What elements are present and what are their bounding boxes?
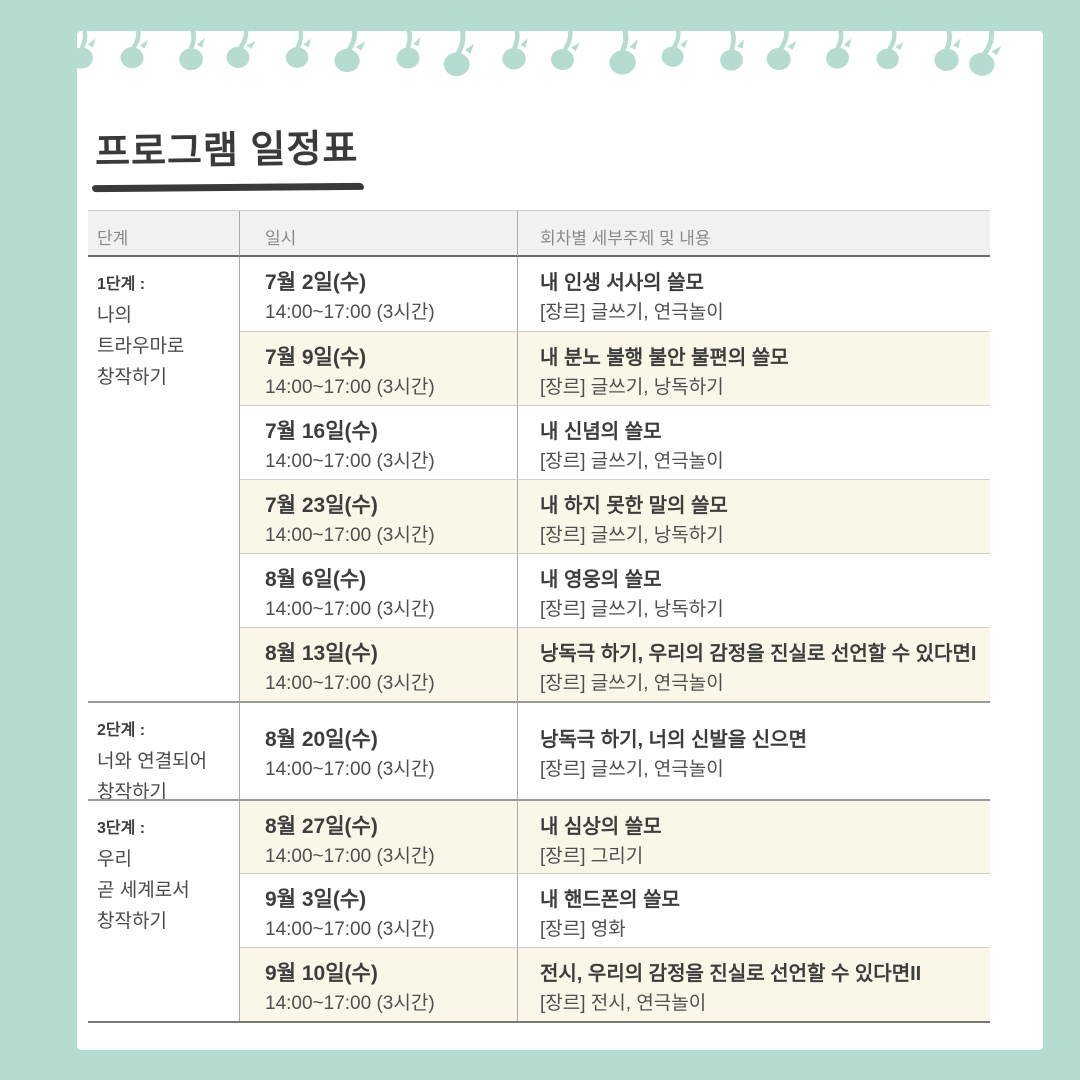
session-topic: 내 인생 서사의 쓸모 [540, 272, 704, 294]
session-time: 14:00~17:00 (3시간) [265, 993, 435, 1014]
session-date: 7월 9일(수) [265, 346, 367, 369]
session-date: 8월 27일(수) [265, 815, 378, 838]
session-topic: 내 핸드폰의 쓸모 [540, 889, 680, 911]
stage-line: 곧 세계로서 [97, 880, 190, 901]
session-topic: 내 하지 못한 말의 쓸모 [540, 495, 728, 517]
header-topic: 회차별 세부주제 및 내용 [518, 211, 990, 257]
session-time: 14:00~17:00 (3시간) [265, 846, 435, 867]
session-topic-cell: 내 영웅의 쓸모 [장르] 글쓰기, 낭독하기 [518, 553, 990, 627]
session-topic-cell: 내 인생 서사의 쓸모 [장르] 글쓰기, 연극놀이 [518, 257, 990, 331]
title-underline [91, 182, 365, 193]
stage-line: 나의 [97, 305, 132, 326]
hanging-cherries-decoration [0, 0, 1080, 109]
session-time: 14:00~17:00 (3시간) [265, 919, 435, 940]
header-datetime: 일시 [240, 211, 518, 257]
session-topic: 내 영웅의 쓸모 [540, 569, 662, 591]
session-time: 14:00~17:00 (3시간) [265, 451, 435, 472]
session-topic: 낭독극 하기, 우리의 감정을 진실로 선언할 수 있다면I [540, 643, 977, 665]
session-date: 7월 2일(수) [265, 271, 367, 294]
session-genre: [장르] 글쓰기, 낭독하기 [540, 377, 724, 398]
session-topic-cell: 내 심상의 쓸모 [장르] 그리기 [518, 799, 990, 873]
stage-line: 너와 연결되어 [97, 751, 208, 772]
session-date-cell: 9월 3일(수) 14:00~17:00 (3시간) [240, 873, 518, 947]
stage-label: 2단계 : [97, 722, 146, 739]
session-genre: [장르] 전시, 연극놀이 [540, 993, 707, 1014]
session-time: 14:00~17:00 (3시간) [265, 525, 435, 546]
session-date-cell: 8월 27일(수) 14:00~17:00 (3시간) [240, 799, 518, 873]
session-time: 14:00~17:00 (3시간) [265, 377, 435, 398]
session-date-cell: 7월 2일(수) 14:00~17:00 (3시간) [240, 257, 518, 331]
session-topic: 내 신념의 쓸모 [540, 421, 662, 443]
session-genre: [장르] 글쓰기, 연극놀이 [540, 759, 724, 780]
session-topic-cell: 낭독극 하기, 우리의 감정을 진실로 선언할 수 있다면I [장르] 글쓰기,… [518, 627, 990, 701]
paper-sheet: 프로그램 일정표 단계 일시 회차별 세부주제 및 내용 1단계 : 나의 트라… [0, 0, 1080, 1050]
session-genre: [장르] 영화 [540, 919, 626, 940]
session-date-cell: 8월 6일(수) 14:00~17:00 (3시간) [240, 553, 518, 627]
session-date: 7월 23일(수) [265, 494, 378, 517]
session-date: 7월 16일(수) [265, 420, 378, 443]
session-topic-cell: 내 하지 못한 말의 쓸모 [장르] 글쓰기, 낭독하기 [518, 479, 990, 553]
stage-line: 창작하기 [97, 782, 167, 803]
stage-line: 창작하기 [97, 367, 167, 388]
session-time: 14:00~17:00 (3시간) [265, 673, 435, 694]
session-genre: [장르] 글쓰기, 낭독하기 [540, 525, 724, 546]
session-genre: [장르] 글쓰기, 연극놀이 [540, 673, 724, 694]
session-topic: 내 심상의 쓸모 [540, 816, 662, 838]
session-date-cell: 8월 13일(수) 14:00~17:00 (3시간) [240, 627, 518, 701]
session-date: 9월 10일(수) [265, 962, 378, 985]
session-genre: [장르] 글쓰기, 낭독하기 [540, 599, 724, 620]
session-topic-cell: 내 핸드폰의 쓸모 [장르] 영화 [518, 873, 990, 947]
session-topic: 낭독극 하기, 너의 신발을 신으면 [540, 729, 807, 751]
session-date-cell: 7월 23일(수) 14:00~17:00 (3시간) [240, 479, 518, 553]
session-date: 9월 3일(수) [265, 888, 367, 911]
stage-cell-2: 2단계 : 너와 연결되어 창작하기 [88, 701, 240, 803]
session-date: 8월 20일(수) [265, 728, 378, 751]
session-date: 8월 6일(수) [265, 568, 367, 591]
session-topic: 내 분노 불행 불안 불편의 쓸모 [540, 347, 789, 369]
header-stage: 단계 [88, 211, 240, 257]
session-date-cell: 7월 16일(수) 14:00~17:00 (3시간) [240, 405, 518, 479]
schedule-table: 단계 일시 회차별 세부주제 및 내용 1단계 : 나의 트라우마로 창작하기 … [88, 210, 990, 1023]
stage-cell-3: 3단계 : 우리 곧 세계로서 창작하기 [88, 799, 240, 1021]
stage-label: 3단계 : [97, 820, 146, 837]
session-date: 8월 13일(수) [265, 642, 378, 665]
session-topic-cell: 전시, 우리의 감정을 진실로 선언할 수 있다면II [장르] 전시, 연극놀… [518, 947, 990, 1021]
session-genre: [장르] 글쓰기, 연극놀이 [540, 451, 724, 472]
stage-cell-1: 1단계 : 나의 트라우마로 창작하기 [88, 257, 240, 701]
session-time: 14:00~17:00 (3시간) [265, 599, 435, 620]
session-time: 14:00~17:00 (3시간) [265, 759, 435, 780]
session-topic-cell: 내 분노 불행 불안 불편의 쓸모 [장르] 글쓰기, 낭독하기 [518, 331, 990, 405]
session-topic-cell: 내 신념의 쓸모 [장르] 글쓰기, 연극놀이 [518, 405, 990, 479]
session-genre: [장르] 글쓰기, 연극놀이 [540, 302, 724, 323]
stage-label: 1단계 : [97, 276, 146, 293]
stage-line: 우리 [97, 849, 132, 870]
session-date-cell: 9월 10일(수) 14:00~17:00 (3시간) [240, 947, 518, 1021]
session-date-cell: 7월 9일(수) 14:00~17:00 (3시간) [240, 331, 518, 405]
session-topic-cell: 낭독극 하기, 너의 신발을 신으면 [장르] 글쓰기, 연극놀이 [518, 701, 990, 799]
session-genre: [장르] 그리기 [540, 846, 644, 867]
stage-line: 창작하기 [97, 911, 167, 932]
stage-line: 트라우마로 [97, 336, 185, 357]
session-topic: 전시, 우리의 감정을 진실로 선언할 수 있다면II [540, 963, 922, 985]
session-date-cell: 8월 20일(수) 14:00~17:00 (3시간) [240, 701, 518, 799]
page-title: 프로그램 일정표 [94, 128, 359, 174]
session-time: 14:00~17:00 (3시간) [265, 302, 435, 323]
